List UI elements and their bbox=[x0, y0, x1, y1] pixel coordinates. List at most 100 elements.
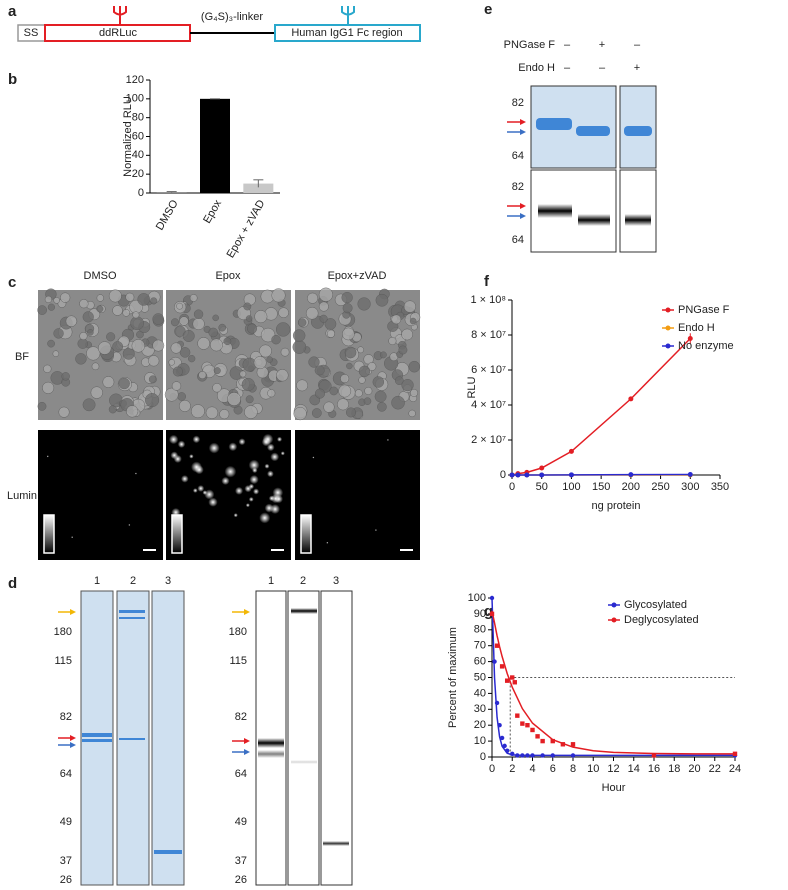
signal bbox=[168, 434, 179, 445]
lane-label: 2 bbox=[300, 575, 306, 587]
cell bbox=[314, 388, 326, 399]
cell bbox=[82, 311, 94, 323]
y-tick-label: 100 bbox=[468, 592, 486, 604]
intensity-bar bbox=[43, 514, 55, 554]
gel-band bbox=[624, 126, 652, 136]
y-tick-label: 40 bbox=[474, 687, 486, 699]
legend-label: PNGase F bbox=[678, 304, 730, 316]
point bbox=[732, 751, 738, 757]
cell bbox=[219, 409, 230, 420]
cell bbox=[213, 367, 221, 375]
point bbox=[492, 659, 497, 664]
cell bbox=[324, 318, 337, 330]
cell bbox=[152, 339, 165, 352]
cell bbox=[403, 300, 417, 313]
blot-lane bbox=[320, 590, 353, 886]
cell bbox=[296, 379, 309, 392]
cell bbox=[130, 316, 144, 331]
marker-label: 64 bbox=[512, 150, 524, 162]
signal bbox=[267, 470, 274, 478]
signal bbox=[191, 461, 202, 473]
point bbox=[489, 611, 495, 617]
x-tick-label: 350 bbox=[711, 481, 729, 493]
cell bbox=[176, 302, 183, 310]
point bbox=[499, 735, 505, 741]
legend-label: Deglycosylated bbox=[624, 614, 699, 626]
signal bbox=[272, 487, 284, 498]
category-label: DMSO bbox=[154, 198, 181, 233]
cell bbox=[108, 289, 122, 303]
gel-band bbox=[119, 617, 145, 619]
cell bbox=[323, 401, 335, 413]
y-tick-label: 90 bbox=[474, 608, 486, 620]
series-line bbox=[512, 473, 691, 476]
cell bbox=[358, 376, 366, 384]
cell bbox=[150, 297, 158, 305]
cell bbox=[241, 377, 255, 392]
x-tick-label: 2 bbox=[509, 763, 515, 775]
signal bbox=[180, 475, 189, 483]
category-label: Epox + zVAD bbox=[225, 198, 268, 260]
y-tick-label: 120 bbox=[126, 74, 144, 86]
lumin-image bbox=[38, 430, 163, 560]
cell bbox=[79, 331, 88, 341]
glycan-icon bbox=[341, 6, 355, 25]
point bbox=[515, 753, 520, 758]
cell bbox=[379, 351, 387, 359]
cell bbox=[132, 311, 140, 319]
cell bbox=[244, 405, 258, 419]
signal bbox=[270, 452, 280, 462]
arrow-head bbox=[520, 129, 526, 135]
marker-label: 64 bbox=[512, 234, 524, 246]
signal bbox=[228, 442, 238, 452]
x-tick-label: 24 bbox=[729, 763, 741, 775]
x-tick-label: 250 bbox=[651, 481, 669, 493]
arrow-head bbox=[244, 738, 250, 744]
cell bbox=[171, 381, 182, 391]
cell bbox=[338, 384, 352, 398]
marker-label: 180 bbox=[54, 626, 72, 638]
cell bbox=[212, 314, 219, 322]
point bbox=[540, 753, 545, 758]
signal bbox=[177, 440, 186, 448]
lane-label: 3 bbox=[333, 575, 339, 587]
y-tick-label: 20 bbox=[132, 168, 144, 180]
series-line bbox=[511, 337, 691, 476]
cell bbox=[188, 354, 196, 363]
cell bbox=[239, 370, 247, 378]
cell bbox=[318, 301, 329, 312]
x-tick-label: 300 bbox=[681, 481, 699, 493]
bar bbox=[243, 183, 274, 193]
point bbox=[510, 675, 515, 680]
panel-label: b bbox=[8, 71, 17, 88]
gel-band bbox=[536, 118, 572, 130]
y-axis-title: Normalized RLU bbox=[122, 96, 134, 177]
legend-marker bbox=[611, 602, 617, 608]
treatment-sign: – bbox=[634, 39, 641, 51]
cell bbox=[131, 339, 146, 353]
treatment-sign: – bbox=[599, 62, 606, 74]
cell bbox=[319, 314, 328, 323]
signal bbox=[46, 455, 49, 458]
point bbox=[530, 753, 535, 758]
gel-band bbox=[119, 610, 145, 613]
cell bbox=[340, 374, 350, 384]
cell bbox=[410, 388, 419, 397]
point bbox=[515, 472, 521, 478]
panel-label: d bbox=[8, 575, 17, 592]
x-axis-title: ng protein bbox=[592, 500, 641, 512]
cell bbox=[243, 302, 252, 311]
cell bbox=[266, 356, 273, 363]
y-tick-label: 4 × 10⁷ bbox=[471, 399, 506, 411]
lane-label: 1 bbox=[268, 575, 274, 587]
cell bbox=[308, 356, 320, 368]
cell bbox=[77, 338, 88, 349]
lumin-image bbox=[295, 430, 420, 560]
gel-band bbox=[576, 126, 610, 136]
cell bbox=[47, 339, 55, 348]
x-tick-label: 0 bbox=[489, 763, 495, 775]
point bbox=[504, 748, 510, 753]
signal bbox=[276, 436, 283, 442]
x-tick-label: 18 bbox=[668, 763, 680, 775]
blot-lane bbox=[287, 590, 320, 886]
